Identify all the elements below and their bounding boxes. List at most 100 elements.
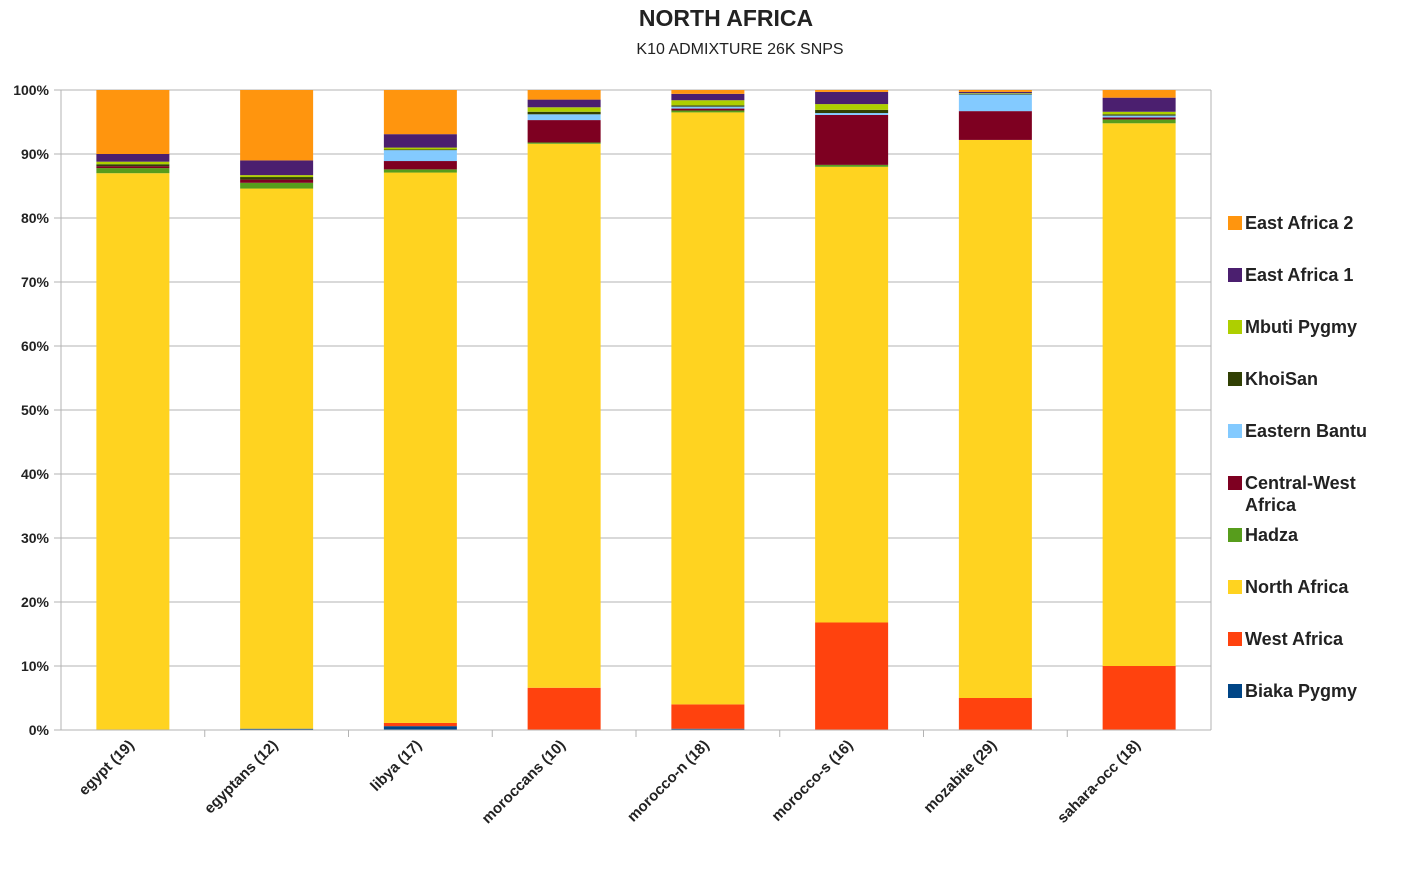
legend-item-west-africa: West Africa [1228, 629, 1344, 649]
x-tick-label: moroccans (10) [479, 737, 569, 827]
legend-item-east-africa-2: East Africa 2 [1228, 213, 1353, 233]
legend-label: West Africa [1245, 629, 1344, 649]
legend: East Africa 2 East Africa 1 Mbuti Pygmy Kho… [1228, 213, 1367, 701]
legend-swatch [1228, 216, 1242, 230]
bar-segment-eastern-bantu [815, 113, 889, 115]
y-tick-label: 90% [21, 146, 50, 162]
bar-segment-biaka-pygmy [671, 728, 745, 730]
bar-segment-east-africa-1 [383, 134, 457, 148]
legend-label: Hadza [1245, 525, 1299, 545]
bar-segment-west-africa [815, 622, 889, 730]
legend-swatch [1228, 632, 1242, 646]
bar-segment-biaka-pygmy [383, 726, 457, 730]
bar-segment-east-africa-2 [958, 90, 1032, 92]
bar-segment-hadza [96, 168, 170, 174]
bar-segment-west-africa [1102, 666, 1176, 730]
bar-segment-hadza [1102, 119, 1176, 124]
bar-segment-mbuti-pygmy [96, 161, 170, 165]
y-tick-label: 40% [21, 466, 50, 482]
bar-segment-north-africa [1102, 123, 1176, 666]
bar-segment-hadza [671, 110, 745, 113]
legend-swatch [1228, 372, 1242, 386]
bar-segment-mbuti-pygmy [527, 107, 601, 112]
bar-segment-north-africa [958, 139, 1032, 699]
bar-segment-east-africa-2 [96, 90, 170, 154]
x-tick-label: sahara-occ (18) [1054, 737, 1144, 827]
bar-stack-morocco-n-18 [671, 90, 745, 730]
legend-label: East Africa 1 [1245, 265, 1353, 285]
bar-stack-libya-17 [383, 90, 457, 730]
chart-subtitle: K10 ADMIXTURE 26K SNPS [636, 41, 843, 58]
bar-segment-east-africa-2 [1102, 90, 1176, 98]
bar-segment-east-africa-1 [96, 154, 170, 162]
legend-swatch [1228, 476, 1242, 490]
bar-segment-eastern-bantu [527, 114, 601, 121]
bar-segment-hadza [527, 142, 601, 144]
bar-segment-eastern-bantu [1102, 115, 1176, 118]
legend-swatch [1228, 268, 1242, 282]
bar-segment-khoisan [815, 109, 889, 114]
bar-segment-mbuti-pygmy [671, 100, 745, 106]
y-tick-label: 70% [21, 274, 50, 290]
bar-segment-khoisan [527, 111, 601, 115]
bar-segment-biaka-pygmy [240, 728, 314, 730]
bar-segment-north-africa [96, 173, 170, 730]
bar-segment-central-west-africa [1102, 117, 1176, 120]
y-tick-label: 60% [21, 338, 50, 354]
y-tick-label: 30% [21, 530, 50, 546]
legend-label: North Africa [1245, 577, 1349, 597]
legend-item-khoisan: KhoiSan [1228, 369, 1318, 389]
y-tick-label: 0% [29, 722, 50, 738]
bar-segment-mbuti-pygmy [240, 175, 314, 178]
bar-segment-central-west-africa [96, 166, 170, 169]
legend-item-east-africa-1: East Africa 1 [1228, 265, 1353, 285]
bar-segment-eastern-bantu [958, 94, 1032, 112]
legend-item-hadza: Hadza [1228, 525, 1299, 545]
bar-segment-mbuti-pygmy [1102, 111, 1176, 115]
bar-segment-hadza [240, 182, 314, 189]
bar-segment-mbuti-pygmy [958, 93, 1032, 94]
bar-segment-khoisan [96, 164, 170, 167]
legend-label: KhoiSan [1245, 369, 1318, 389]
legend-item-eastern-bantu: Eastern Bantu [1228, 421, 1367, 441]
legend-label: Eastern Bantu [1245, 421, 1367, 441]
x-tick-label: egypt (19) [76, 737, 138, 799]
bar-segment-east-africa-1 [240, 160, 314, 176]
bar-stack-moroccans-10 [527, 90, 601, 730]
y-tick-label: 20% [21, 594, 50, 610]
legend-swatch [1228, 528, 1242, 542]
axes [60, 90, 1212, 737]
legend-item-north-africa: North Africa [1228, 577, 1349, 597]
x-axis-labels: egypt (19) egyptans (12) libya (17) morocca… [76, 737, 1144, 827]
legend-swatch [1228, 580, 1242, 594]
y-tick-label: 50% [21, 402, 50, 418]
legend-swatch [1228, 424, 1242, 438]
legend-swatch [1228, 684, 1242, 698]
bar-segment-east-africa-2 [671, 90, 745, 94]
bar-segment-central-west-africa [671, 108, 745, 111]
bar-segment-north-africa [240, 188, 314, 729]
y-tick-label: 80% [21, 210, 50, 226]
bar-stack-morocco-s-16 [815, 90, 889, 730]
bar-segment-khoisan [671, 105, 745, 107]
bar-segment-west-africa [383, 722, 457, 727]
bar-segment-west-africa [527, 687, 601, 730]
bar-segment-east-africa-2 [383, 90, 457, 135]
bar-segment-central-west-africa [383, 161, 457, 170]
legend-swatch [1228, 320, 1242, 334]
bar-segment-hadza [815, 164, 889, 167]
x-tick-label: morocco-n (18) [624, 737, 713, 826]
x-tick-label: libya (17) [367, 737, 425, 795]
bar-segment-central-west-africa [958, 111, 1032, 140]
legend-label: East Africa 2 [1245, 213, 1353, 233]
bar-stack-sahara-occ-18 [1102, 90, 1176, 730]
legend-item-central-west-africa: Central-West Africa [1228, 473, 1356, 515]
legend-label: Biaka Pygmy [1245, 681, 1357, 701]
bar-segment-east-africa-1 [815, 91, 889, 105]
bar-segment-north-africa [527, 143, 601, 688]
bar-stack-egypt-19 [96, 90, 170, 730]
bar-segment-west-africa [671, 704, 745, 729]
bar-segment-central-west-africa [527, 120, 601, 143]
bar-segment-central-west-africa [240, 179, 314, 183]
